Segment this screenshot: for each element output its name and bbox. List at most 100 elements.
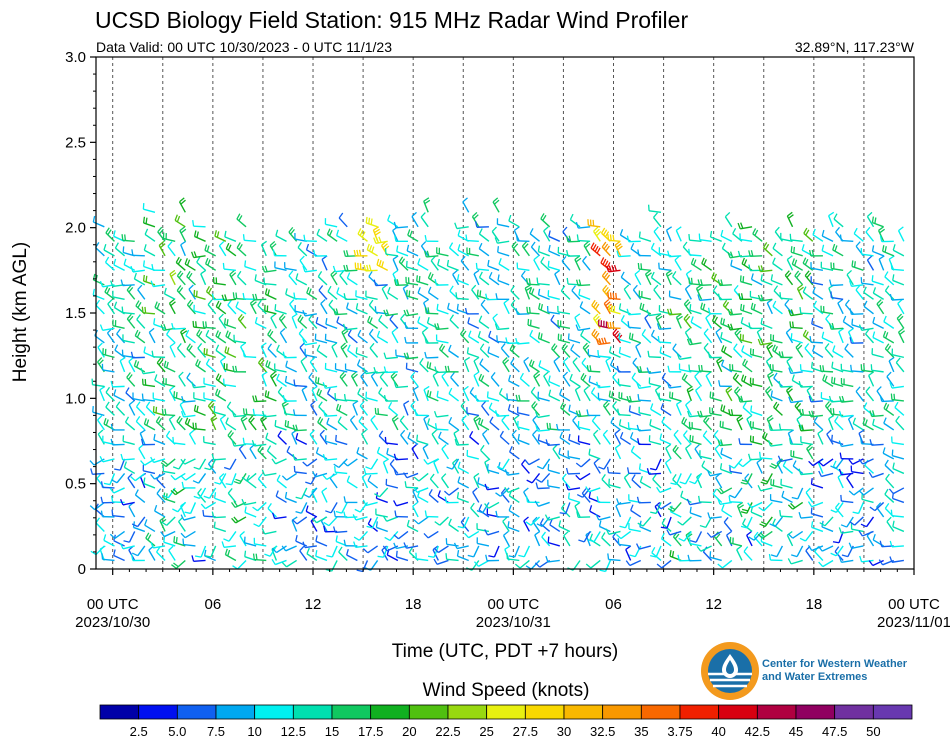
wind-barb-1149 xyxy=(646,367,662,375)
wind-barb-520 xyxy=(344,363,358,373)
wind-barb-165 xyxy=(169,342,176,358)
wind-barb-709 xyxy=(441,371,450,387)
wind-barb-137 xyxy=(150,456,166,464)
wind-barb-329 xyxy=(253,516,267,528)
wind-barb-1660 xyxy=(892,274,905,286)
wind-barb-402 xyxy=(299,545,308,561)
wind-barb-620 xyxy=(393,468,409,476)
wind-barb-544 xyxy=(355,303,368,315)
wind-barb-1038 xyxy=(601,473,611,489)
wind-barb-162 xyxy=(168,385,176,402)
wind-barb-274 xyxy=(224,548,237,562)
wind-barb-71 xyxy=(123,461,136,475)
wind-barb-303 xyxy=(232,365,247,373)
wind-barb-1457 xyxy=(800,436,813,446)
wind-barb-467 xyxy=(326,545,338,558)
wind-barb-1159 xyxy=(647,204,662,214)
wind-barb-1617 xyxy=(871,245,884,257)
wind-barb-768 xyxy=(469,387,480,402)
wind-barb-1622 xyxy=(886,516,895,532)
wind-barb-422 xyxy=(297,242,308,257)
wind-barb-653 xyxy=(405,260,419,272)
wind-barb-912 xyxy=(535,472,551,483)
wind-barb-116 xyxy=(143,418,156,431)
colorbar-label-18: 47.5 xyxy=(822,724,847,739)
wind-barb-952 xyxy=(561,473,571,489)
wind-barb-1175 xyxy=(656,323,672,330)
wind-barb-12 xyxy=(91,378,105,388)
wind-barb-409 xyxy=(295,432,308,446)
wind-barb-1108 xyxy=(632,357,642,373)
wind-barb-820 xyxy=(487,259,500,271)
wind-barb-803 xyxy=(474,221,489,228)
wind-barb-1091 xyxy=(623,284,632,300)
wind-barb-916 xyxy=(535,411,550,419)
wind-barb-723 xyxy=(452,458,460,474)
wind-barb-889 xyxy=(525,496,540,504)
wind-barb-459 xyxy=(315,317,328,329)
wind-barb-239 xyxy=(203,487,217,499)
wind-barb-788 xyxy=(481,429,490,445)
wind-barb-473 xyxy=(322,453,338,461)
wind-barb-1475 xyxy=(807,501,824,508)
wind-barb-276 xyxy=(223,531,237,542)
wind-barb-888 xyxy=(525,516,541,526)
wind-barb-932 xyxy=(547,479,560,489)
wind-barb-470 xyxy=(325,502,338,514)
wind-barb-1488 xyxy=(812,286,824,300)
wind-barb-1188 xyxy=(672,444,682,460)
wind-barb-1449 xyxy=(790,246,803,257)
wind-barb-1064 xyxy=(608,390,621,402)
wind-barb-1401 xyxy=(769,363,783,373)
wind-barb-35 xyxy=(99,324,115,331)
wind-barb-1632 xyxy=(888,356,895,373)
wind-barb-1657 xyxy=(896,313,905,329)
wind-barb-581 xyxy=(378,387,389,402)
wind-barb-523 xyxy=(342,323,358,331)
wind-barb-142 xyxy=(154,374,166,387)
wind-barb-696 xyxy=(430,255,439,271)
wind-barb-73 xyxy=(122,435,135,446)
wind-barb-655 xyxy=(407,229,419,242)
wind-barb-624 xyxy=(403,400,410,416)
wind-barb-1050 xyxy=(601,270,611,286)
wind-barb-1500 xyxy=(828,414,835,431)
wind-barb-582 xyxy=(379,371,389,387)
wind-barb-1337 xyxy=(741,374,753,387)
wind-barb-558 xyxy=(365,391,378,402)
wind-barb-1528 xyxy=(832,345,844,358)
wind-barb-515 xyxy=(342,458,358,467)
wind-barb-1106 xyxy=(626,395,641,403)
colorbar-swatch-16 xyxy=(718,704,758,720)
wind-barb-774 xyxy=(464,307,479,315)
wind-barb-45 xyxy=(111,509,125,518)
wind-barb-232 xyxy=(191,251,206,259)
wind-barb-325 xyxy=(244,260,257,271)
wind-barb-1316 xyxy=(729,363,743,373)
wind-barb-54 xyxy=(110,380,125,388)
colorbar-swatch-13 xyxy=(602,704,642,720)
wind-barb-1308 xyxy=(728,495,742,504)
wind-barb-1662 xyxy=(892,244,905,257)
wind-barb-1429 xyxy=(787,558,803,565)
wind-barb-269 xyxy=(215,300,227,315)
wind-barb-1466 xyxy=(802,286,814,300)
wind-barb-512 xyxy=(343,511,358,519)
wind-barb-1339 xyxy=(741,345,753,358)
wind-barb-424 xyxy=(306,547,318,562)
wind-barb-1300 xyxy=(717,293,732,301)
wind-barb-1297 xyxy=(720,331,733,344)
wind-barb-413 xyxy=(293,379,307,388)
wind-barb-1086 xyxy=(616,365,631,373)
wind-barb-595 xyxy=(382,515,399,522)
wind-barb-751 xyxy=(455,292,469,301)
wind-barb-160 xyxy=(168,414,176,431)
wind-barb-168 xyxy=(168,298,176,315)
colorbar-label-4: 12.5 xyxy=(281,724,306,739)
wind-barb-1655 xyxy=(891,348,905,359)
wind-barb-1330 xyxy=(744,473,753,489)
wind-barb-419 xyxy=(293,292,307,301)
wind-barb-296 xyxy=(231,516,247,524)
wind-barb-1322 xyxy=(730,259,743,271)
wind-barb-434 xyxy=(311,385,318,402)
